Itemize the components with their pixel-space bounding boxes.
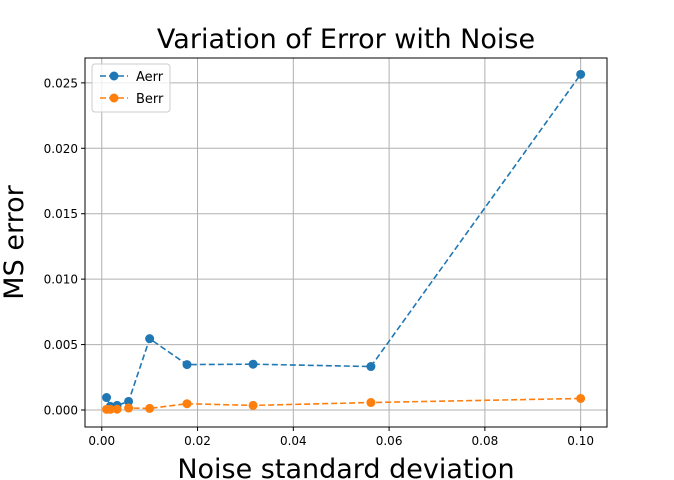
data-point-berr [248, 400, 258, 410]
legend-label: Aerr [136, 70, 164, 85]
data-point-berr [105, 404, 115, 414]
legend-entry-aerr: Aerr [100, 70, 164, 85]
x-tick-label: 0.06 [376, 434, 403, 448]
legend-entry-berr: Berr [100, 92, 164, 107]
y-tick-label: 0.005 [44, 338, 78, 352]
grid [85, 58, 607, 427]
data-point-aerr [124, 396, 134, 406]
y-axis-label: MS error [0, 184, 30, 299]
data-point-aerr [145, 334, 155, 344]
x-axis-label: Noise standard deviation [177, 454, 514, 480]
y-tick-label: 0.015 [44, 207, 78, 221]
x-tick-label: 0.02 [184, 434, 211, 448]
plot-frame [84, 57, 608, 428]
x-ticks: 0.00 0.02 0.04 0.06 0.08 0.10 [88, 427, 594, 448]
legend: Aerr Berr [91, 63, 171, 113]
data-point-aerr [102, 393, 112, 403]
y-ticks: 0.000 0.005 0.010 0.015 0.020 0.025 [44, 76, 85, 417]
y-tick-label: 0.025 [44, 76, 78, 90]
data-point-aerr [248, 359, 258, 369]
chart-title: Variation of Error with Noise [157, 24, 535, 55]
y-tick-label: 0.020 [44, 142, 78, 156]
data-point-berr [124, 403, 134, 413]
data-point-berr [182, 399, 192, 409]
series-berr [102, 393, 586, 414]
x-tick-label: 0.08 [472, 434, 499, 448]
data-point-aerr [576, 69, 586, 79]
legend-marker [109, 93, 119, 103]
x-tick-label: 0.10 [567, 434, 594, 448]
y-tick-label: 0.000 [44, 403, 78, 417]
data-point-berr [112, 404, 122, 414]
data-point-aerr [366, 362, 376, 372]
data-point-aerr [182, 360, 192, 370]
legend-marker [109, 71, 119, 81]
y-tick-label: 0.010 [44, 273, 78, 287]
series-layer [102, 69, 586, 414]
x-tick-label: 0.04 [280, 434, 307, 448]
data-point-berr [576, 393, 586, 403]
series-line-berr [106, 397, 581, 411]
legend-label: Berr [136, 92, 164, 107]
x-tick-label: 0.00 [88, 434, 115, 448]
data-point-berr [145, 403, 155, 413]
data-point-berr [366, 398, 376, 408]
